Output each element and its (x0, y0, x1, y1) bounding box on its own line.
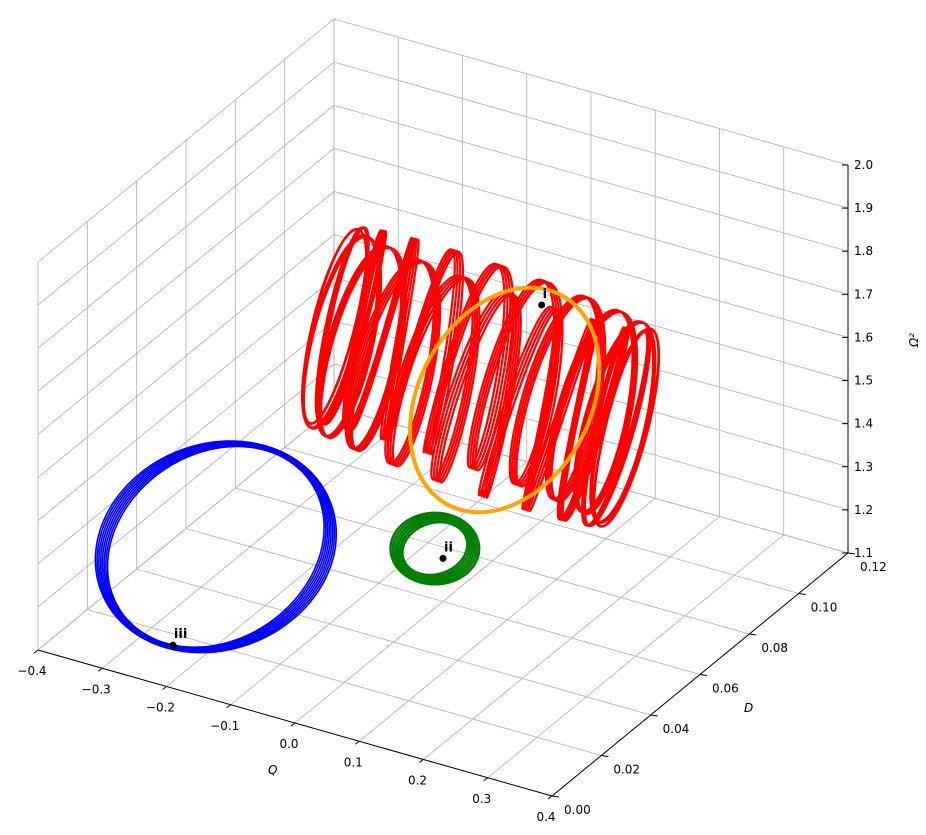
green-trajectory (391, 513, 478, 584)
x-tick-label: 0.2 (408, 774, 427, 788)
y-tick-mark (798, 593, 806, 595)
z-axis-label: Ω² (907, 333, 921, 348)
back-wall-grid-line (333, 191, 849, 338)
y-tick-label: 0.08 (761, 641, 788, 655)
z-tick-label: 1.1 (854, 546, 873, 560)
z-tick-label: 1.2 (854, 503, 873, 517)
y-tick-mark (749, 633, 757, 636)
orange-trajectory (408, 285, 602, 515)
z-tick-label: 1.5 (854, 374, 873, 388)
blue-trajectory (96, 441, 336, 653)
green-trajectory (398, 519, 471, 579)
back-wall-grid-line (333, 18, 849, 166)
z-tick-label: 1.7 (854, 287, 873, 301)
x-tick-label: −0.3 (82, 682, 111, 696)
left-wall-grid-line (37, 234, 335, 478)
floor-grid-line (235, 487, 750, 635)
left-wall-grid-line (37, 148, 335, 392)
x-tick-label: −0.2 (146, 701, 175, 715)
y-tick-label: 0.10 (811, 601, 838, 615)
green-trajectory (389, 511, 481, 586)
green-trajectory (401, 520, 469, 577)
left-wall-grid-line (37, 18, 335, 263)
x-tick-mark (290, 722, 296, 727)
series-layer (94, 226, 661, 654)
green-trajectory (396, 517, 474, 580)
y-tick-label: 0.00 (564, 803, 591, 817)
y-axis-label: D (744, 701, 753, 715)
y-tick-label: 0.06 (712, 682, 739, 696)
left-wall-grid-line (37, 320, 335, 565)
x-axis-label: Q (268, 763, 277, 777)
y-tick-mark (601, 755, 609, 757)
x-tick-mark (97, 667, 103, 672)
left-wall-grid-line (37, 277, 335, 521)
point-label-iii: iii (174, 627, 187, 642)
blue-trajectory (98, 441, 334, 652)
x-tick-label: 0.3 (472, 792, 491, 806)
x-tick-label: −0.1 (210, 719, 239, 733)
x-tick-mark (354, 740, 360, 745)
z-tick-label: 1.6 (854, 330, 873, 344)
left-wall-grid-line (37, 104, 335, 349)
x-tick-label: −0.4 (17, 664, 46, 678)
y-tick-mark (699, 674, 708, 676)
left-wall-grid-line (37, 363, 335, 608)
x-tick-label: 0.0 (279, 737, 298, 751)
y-tick-label: 0.12 (860, 560, 887, 574)
x-tick-mark (483, 777, 489, 782)
point-label-i: i (543, 287, 547, 302)
x-tick-label: 0.1 (344, 755, 363, 769)
green-trajectory (394, 515, 476, 582)
z-tick-label: 1.8 (854, 244, 873, 258)
z-tick-label: 1.9 (854, 201, 873, 215)
red-trajectory (301, 226, 660, 528)
y-tick-label: 0.02 (613, 763, 640, 777)
point-marker-iii (169, 641, 177, 649)
left-wall-grid-line (37, 61, 335, 306)
point-marker-ii (439, 554, 447, 562)
x-tick-mark (33, 649, 39, 654)
x-tick-mark (226, 704, 232, 709)
blue-trajectory (94, 440, 338, 654)
floor-grid-line (87, 609, 602, 756)
x-tick-mark (547, 795, 553, 800)
x-tick-mark (419, 759, 424, 763)
back-wall-grid-line (333, 61, 849, 209)
y-tick-label: 0.04 (663, 722, 690, 736)
y-tick-mark (650, 714, 658, 717)
floor-grid-line (136, 568, 651, 716)
point-label-ii: ii (444, 540, 453, 555)
x-tick-mark (162, 686, 167, 690)
floor-grid-line (284, 447, 799, 594)
z-tick-label: 1.4 (854, 417, 873, 431)
z-tick-label: 1.3 (854, 460, 873, 474)
back-wall-grid-line (333, 234, 849, 381)
y-tick-mark (551, 795, 560, 798)
blue-trajectory (99, 442, 332, 652)
x-tick-label: 0.4 (536, 810, 555, 824)
left-wall-grid-line (37, 191, 335, 435)
point-marker-i (538, 301, 546, 309)
back-wall-grid-line (333, 104, 849, 252)
floor-grid-line (185, 528, 701, 675)
back-wall-grid-line (333, 147, 849, 295)
left-wall-grid-line (37, 406, 335, 651)
y-tick-mark (847, 552, 856, 555)
grid-layer (37, 18, 849, 797)
axes-layer: −0.4 −0.3 −0.2 −0.1 0.0 0.1 0.2 0.3 0.4 0.00 0.02 0… (17, 158, 886, 824)
z-tick-label: 2.0 (854, 158, 873, 172)
